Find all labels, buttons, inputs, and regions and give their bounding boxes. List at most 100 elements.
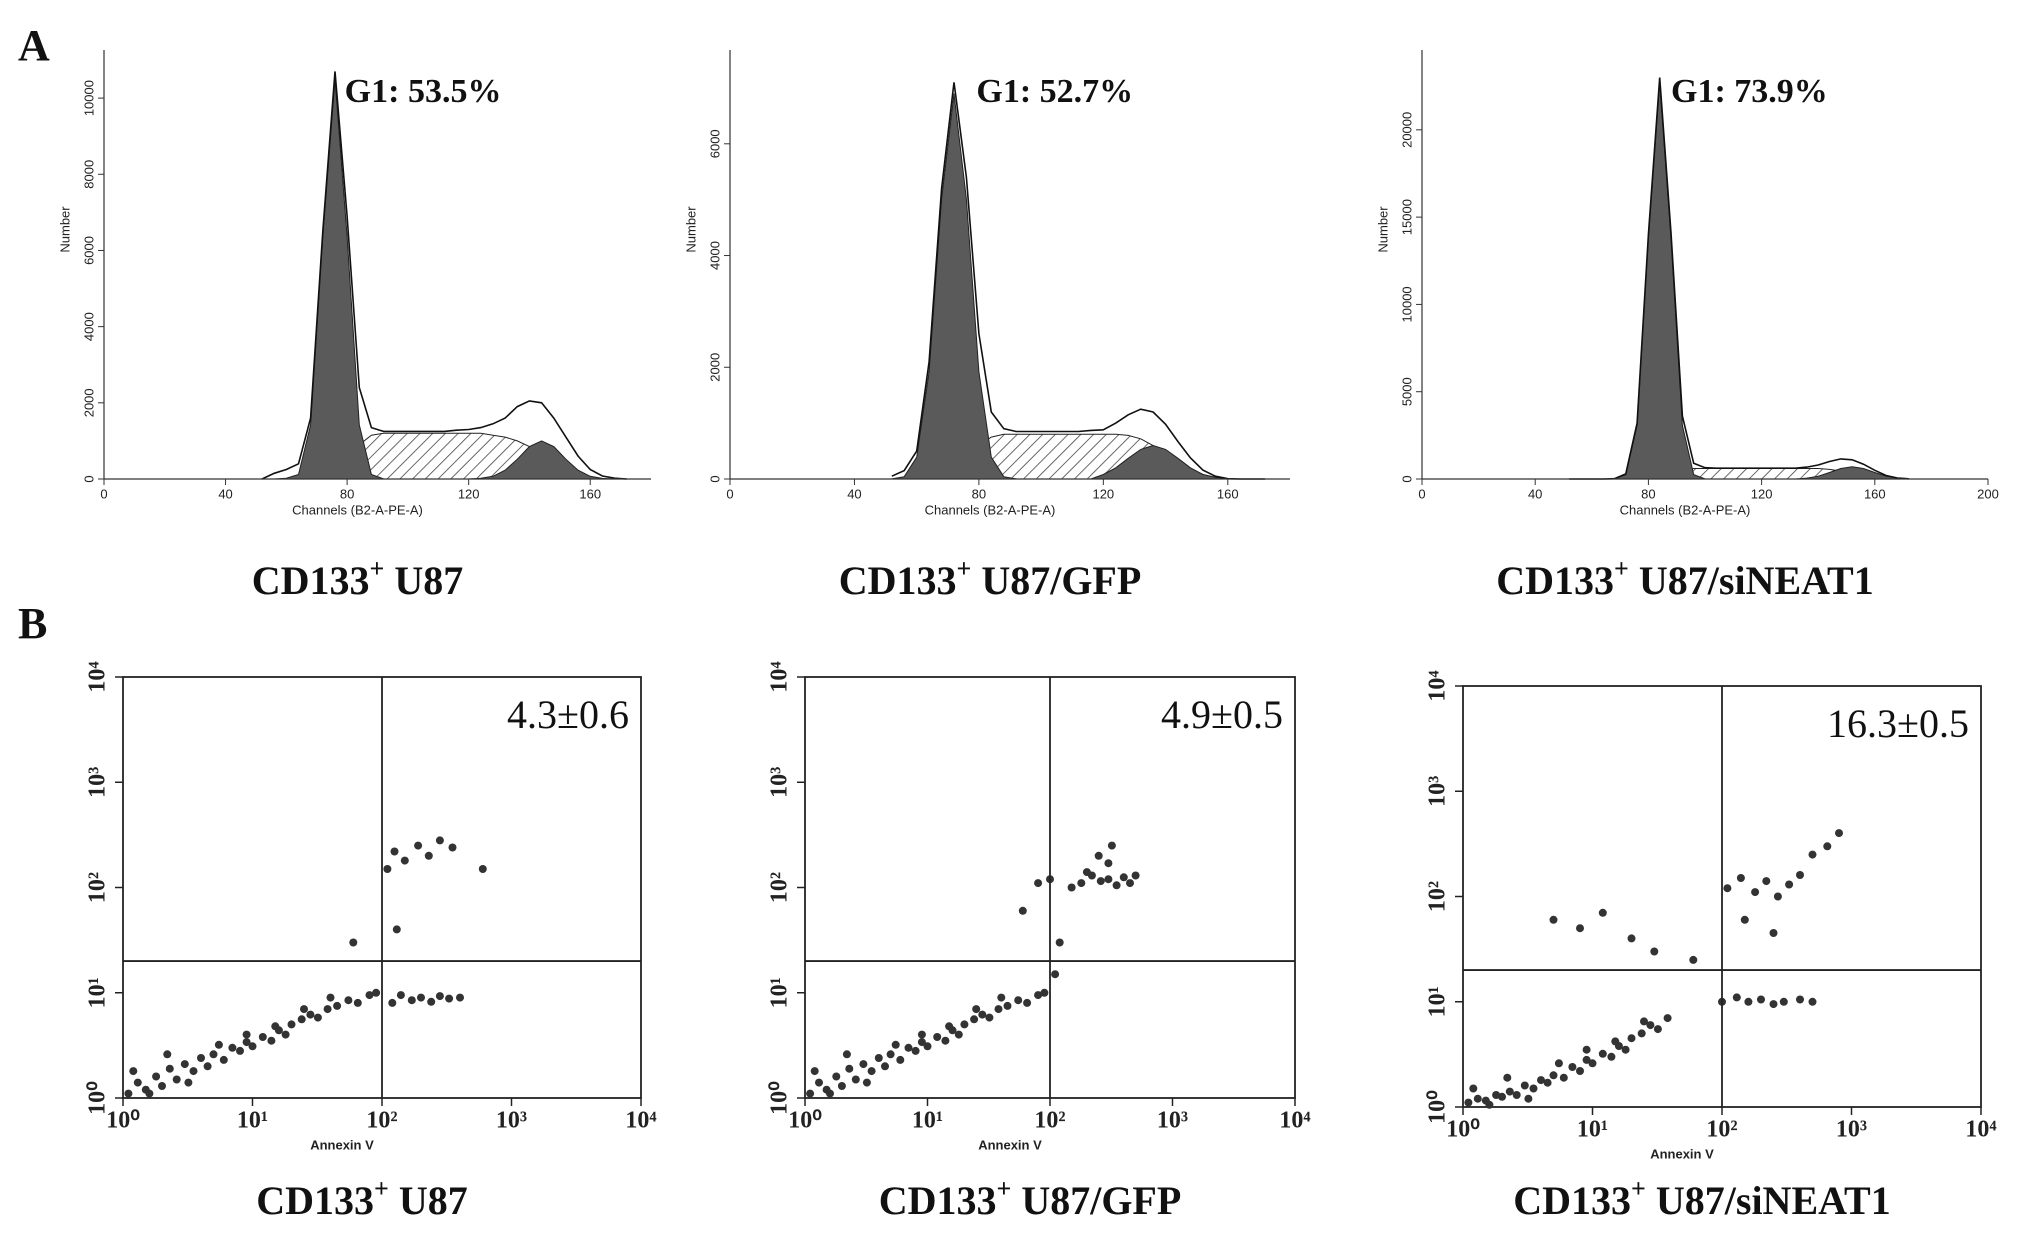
event-dot: [1104, 859, 1113, 868]
event-dot: [1485, 1100, 1494, 1109]
event-dot: [1751, 888, 1760, 897]
x-tick-label: 10⁰: [1446, 1117, 1480, 1143]
event-dot: [1512, 1091, 1521, 1099]
y-tick-label: 15000: [1399, 199, 1414, 235]
x-tick-label: 0: [1418, 486, 1425, 501]
event-dot: [124, 1089, 133, 1098]
event-dot: [1808, 997, 1817, 1006]
event-dot: [1034, 991, 1043, 1000]
y-tick-label: 10000: [81, 80, 96, 116]
event-dot: [917, 1030, 926, 1039]
event-dot: [1104, 875, 1113, 884]
event-dot: [297, 1015, 306, 1024]
event-dot: [1796, 871, 1804, 879]
event-dot: [1598, 1049, 1607, 1058]
caption-sup: +: [1631, 1174, 1646, 1203]
caption-suffix: U87/GFP: [971, 558, 1141, 603]
event-dot: [886, 1050, 895, 1059]
event-dot: [1077, 879, 1086, 888]
caption-text: CD133: [1513, 1178, 1631, 1223]
event-dot: [1744, 997, 1753, 1006]
caption-text: CD133: [839, 558, 957, 603]
event-dot: [333, 1001, 342, 1010]
y-tick-label: 10²: [1425, 881, 1451, 912]
event-dot: [1773, 892, 1782, 901]
event-dot: [1464, 1098, 1473, 1107]
y-tick-label: 0: [1399, 475, 1414, 482]
event-dot: [1524, 1094, 1533, 1103]
caption-text: CD133: [1496, 558, 1614, 603]
event-dot: [1762, 877, 1771, 886]
event-dot: [862, 1078, 871, 1087]
event-dot: [267, 1036, 276, 1045]
event-dot: [424, 851, 433, 860]
caption-text: CD133: [256, 1178, 374, 1223]
caption: CD133+ U87/GFP: [879, 1174, 1182, 1223]
event-dot: [1732, 993, 1741, 1002]
caption-sup: +: [1614, 554, 1629, 583]
event-dot: [203, 1062, 212, 1071]
event-dot: [323, 1005, 332, 1014]
event-dot: [349, 938, 358, 947]
event-dot: [997, 993, 1006, 1002]
event-dot: [960, 1020, 969, 1029]
y-tick-label: 10²: [85, 872, 111, 903]
event-dot: [158, 1082, 166, 1090]
y-tick-label: 10⁰: [85, 1081, 111, 1115]
event-dot: [396, 991, 405, 1000]
event-dot: [1785, 880, 1794, 889]
histogram-fill: [1569, 82, 1909, 480]
histogram-fill: [891, 93, 1266, 480]
event-dot: [417, 993, 425, 1002]
event-dot: [859, 1060, 868, 1069]
x-tick-label: 120: [1092, 486, 1114, 501]
caption-sup: +: [374, 1174, 389, 1203]
event-dot: [236, 1046, 244, 1055]
event-dot: [985, 1013, 994, 1022]
event-dot: [867, 1067, 876, 1076]
event-dot: [1520, 1081, 1529, 1090]
event-dot: [1796, 995, 1804, 1004]
y-tick-label: 10³: [85, 767, 111, 798]
x-axis-label: Annexin V: [978, 1137, 1042, 1152]
caption: CD133+ U87: [252, 554, 464, 603]
event-dot: [1040, 988, 1049, 997]
event-dot: [1576, 1067, 1584, 1075]
event-dot: [978, 1010, 987, 1019]
y-tick-label: 0: [81, 475, 96, 482]
y-tick-label: 10⁴: [1425, 670, 1451, 701]
event-dot: [129, 1067, 138, 1076]
event-dot: [242, 1030, 251, 1039]
event-dot: [228, 1043, 237, 1052]
event-dot: [313, 1013, 322, 1022]
event-dot: [388, 998, 397, 1007]
event-dot: [896, 1055, 905, 1064]
annotation: 16.3±0.5: [1827, 701, 1969, 746]
y-tick-label: 10⁴: [767, 661, 793, 692]
x-axis-label: Annexin V: [310, 1137, 374, 1152]
x-tick-label: 120: [458, 486, 480, 501]
x-tick-label: 120: [1751, 486, 1773, 501]
caption-sup: +: [956, 554, 971, 583]
y-tick-label: 0: [707, 475, 722, 482]
x-tick-label: 40: [847, 486, 861, 501]
event-dot: [1582, 1055, 1591, 1064]
event-dot: [242, 1038, 251, 1047]
event-dot: [970, 1015, 979, 1024]
event-dot: [1723, 884, 1732, 893]
event-dot: [845, 1064, 854, 1073]
event-dot: [287, 1020, 296, 1029]
event-dot: [1119, 873, 1128, 882]
y-tick-label: 8000: [81, 160, 96, 189]
event-dot: [435, 992, 444, 1001]
x-tick-label: 10³: [496, 1108, 527, 1134]
event-dot: [1646, 1021, 1655, 1030]
event-dot: [145, 1089, 154, 1098]
x-tick-label: 10⁰: [106, 1108, 140, 1134]
event-dot: [1627, 934, 1636, 943]
event-dot: [851, 1075, 860, 1084]
event-dot: [1823, 842, 1832, 851]
event-dot: [407, 996, 416, 1005]
histogram-outline: [1569, 77, 1909, 480]
